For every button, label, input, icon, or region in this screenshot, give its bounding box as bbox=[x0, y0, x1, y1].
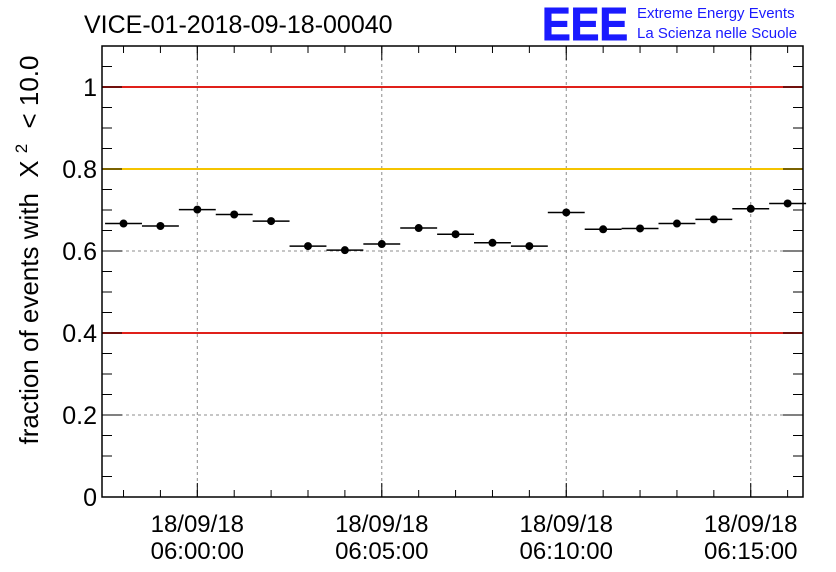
marker bbox=[267, 217, 276, 226]
eee-logo: EEE Extreme Energy Events La Scienza nel… bbox=[542, 0, 798, 51]
marker bbox=[709, 215, 718, 224]
data-point bbox=[252, 217, 290, 226]
data-point bbox=[141, 221, 179, 230]
y-tick-label: 0.2 bbox=[62, 402, 97, 430]
data-point bbox=[621, 224, 659, 233]
marker bbox=[377, 240, 386, 249]
plot-frame bbox=[101, 45, 804, 498]
x-tick-date-label: 18/09/18 bbox=[151, 511, 244, 538]
data-point bbox=[769, 199, 807, 208]
x-tick-time-label: 06:00:00 bbox=[151, 538, 244, 565]
marker bbox=[488, 238, 497, 247]
logo-line1: Extreme Energy Events bbox=[637, 5, 795, 22]
chart-title: VICE-01-2018-09-18-00040 bbox=[84, 11, 393, 39]
marker bbox=[746, 204, 755, 213]
marker bbox=[414, 224, 423, 233]
data-point bbox=[289, 242, 327, 251]
marker bbox=[303, 242, 312, 251]
y-axis-label: fraction of events with X 2 < 10.0 bbox=[3, 56, 44, 445]
x-tick-time-label: 06:15:00 bbox=[704, 538, 797, 565]
x-tick-date-label: 18/09/18 bbox=[704, 511, 797, 538]
marker bbox=[636, 224, 645, 233]
svg-text:fraction of events with: fraction of events with X 2 < 10.0 bbox=[3, 56, 44, 445]
marker bbox=[599, 225, 608, 234]
marker bbox=[525, 242, 534, 251]
x-tick-date-label: 18/09/18 bbox=[335, 511, 428, 538]
x-tick-date-label: 18/09/18 bbox=[520, 511, 613, 538]
data-point bbox=[732, 204, 770, 213]
marker bbox=[156, 221, 165, 230]
data-point bbox=[363, 240, 401, 249]
axes: 00.20.40.60.8118/09/1806:00:0018/09/1806… bbox=[62, 45, 804, 565]
data-points bbox=[105, 199, 807, 255]
x-tick-time-label: 06:10:00 bbox=[520, 538, 613, 565]
y-tick-label: 0.8 bbox=[62, 156, 97, 184]
y-axis-label-chi: X bbox=[14, 160, 44, 177]
y-axis-label-sup: 2 bbox=[12, 144, 31, 153]
data-point bbox=[658, 219, 696, 228]
data-point bbox=[695, 215, 733, 224]
marker bbox=[451, 230, 460, 239]
y-tick-label: 0.6 bbox=[62, 238, 97, 266]
y-axis-label-prefix: fraction of events with bbox=[14, 193, 44, 444]
y-tick-label: 0.4 bbox=[62, 320, 97, 348]
data-point bbox=[510, 242, 548, 251]
reference-lines bbox=[102, 86, 803, 334]
marker bbox=[672, 219, 681, 228]
data-point bbox=[474, 238, 511, 247]
marker bbox=[230, 210, 239, 219]
x-tick-time-label: 06:05:00 bbox=[335, 538, 428, 565]
data-point bbox=[437, 230, 475, 239]
y-tick-label: 1 bbox=[83, 74, 97, 102]
y-tick-label: 0 bbox=[83, 484, 97, 512]
data-point bbox=[547, 208, 585, 217]
data-point bbox=[215, 210, 253, 219]
data-point bbox=[105, 219, 142, 228]
marker bbox=[783, 199, 792, 208]
data-point bbox=[400, 224, 438, 233]
y-axis-label-suffix: < 10.0 bbox=[14, 56, 44, 129]
data-point bbox=[326, 246, 364, 255]
marker bbox=[119, 219, 128, 228]
marker bbox=[340, 246, 349, 255]
data-point bbox=[178, 205, 216, 214]
logo-mark: EEE bbox=[542, 0, 628, 50]
marker bbox=[562, 208, 571, 217]
marker bbox=[193, 205, 202, 214]
grid-layer bbox=[102, 46, 803, 497]
data-point bbox=[584, 225, 622, 234]
logo-line2: La Scienza nelle Scuole bbox=[637, 25, 797, 42]
